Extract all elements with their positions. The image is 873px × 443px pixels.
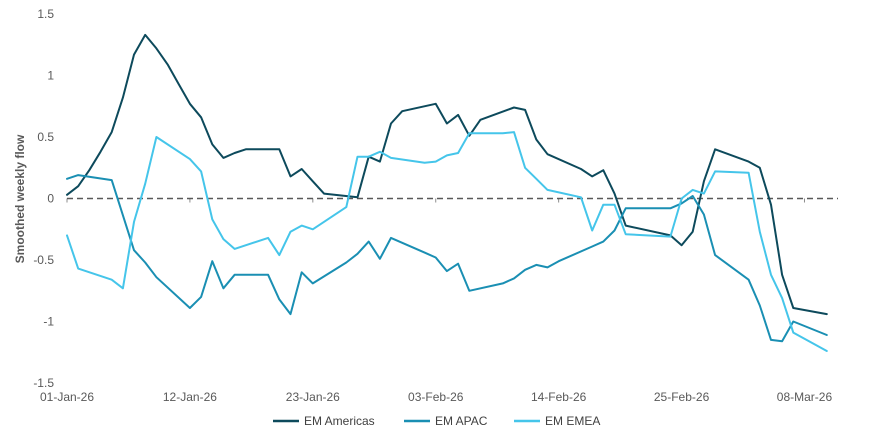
y-tick-label: -0.5 bbox=[33, 253, 54, 267]
series-line-em-americas bbox=[66, 33, 828, 316]
y-tick-label: -1 bbox=[43, 315, 54, 329]
y-axis-ticks: 1.5 1 0.5 0 -0.5 -1 -1.5 bbox=[33, 7, 54, 390]
y-tick-label: -1.5 bbox=[33, 376, 54, 390]
x-tick-label: 01-Jan-26 bbox=[40, 390, 94, 404]
y-tick-label: 1.5 bbox=[37, 7, 54, 21]
legend-label-em-apac: EM APAC bbox=[435, 414, 488, 428]
series-lines bbox=[66, 33, 828, 352]
legend-label-em-emea: EM EMEA bbox=[545, 414, 600, 428]
x-tick-label: 08-Mar-26 bbox=[777, 390, 833, 404]
x-tick-label: 03-Feb-26 bbox=[408, 390, 464, 404]
series-line-em-apac bbox=[66, 174, 828, 343]
y-axis-title-group: Smoothed weekly flow bbox=[13, 134, 27, 263]
x-tick-label: 23-Jan-26 bbox=[286, 390, 340, 404]
y-tick-label: 1 bbox=[47, 69, 54, 83]
x-tick-label: 25-Feb-26 bbox=[654, 390, 710, 404]
y-tick-label: 0 bbox=[47, 192, 54, 206]
y-tick-label: 0.5 bbox=[37, 130, 54, 144]
x-tick-label: 14-Feb-26 bbox=[531, 390, 587, 404]
x-tick-label: 12-Jan-26 bbox=[163, 390, 217, 404]
legend: EM Americas EM APAC EM EMEA bbox=[273, 414, 600, 428]
legend-label-em-americas: EM Americas bbox=[304, 414, 375, 428]
series-line-em-emea bbox=[66, 131, 828, 352]
y-axis-title: Smoothed weekly flow bbox=[13, 134, 27, 263]
x-axis-ticks: 01-Jan-26 12-Jan-26 23-Jan-26 03-Feb-26 14-F… bbox=[40, 390, 833, 404]
